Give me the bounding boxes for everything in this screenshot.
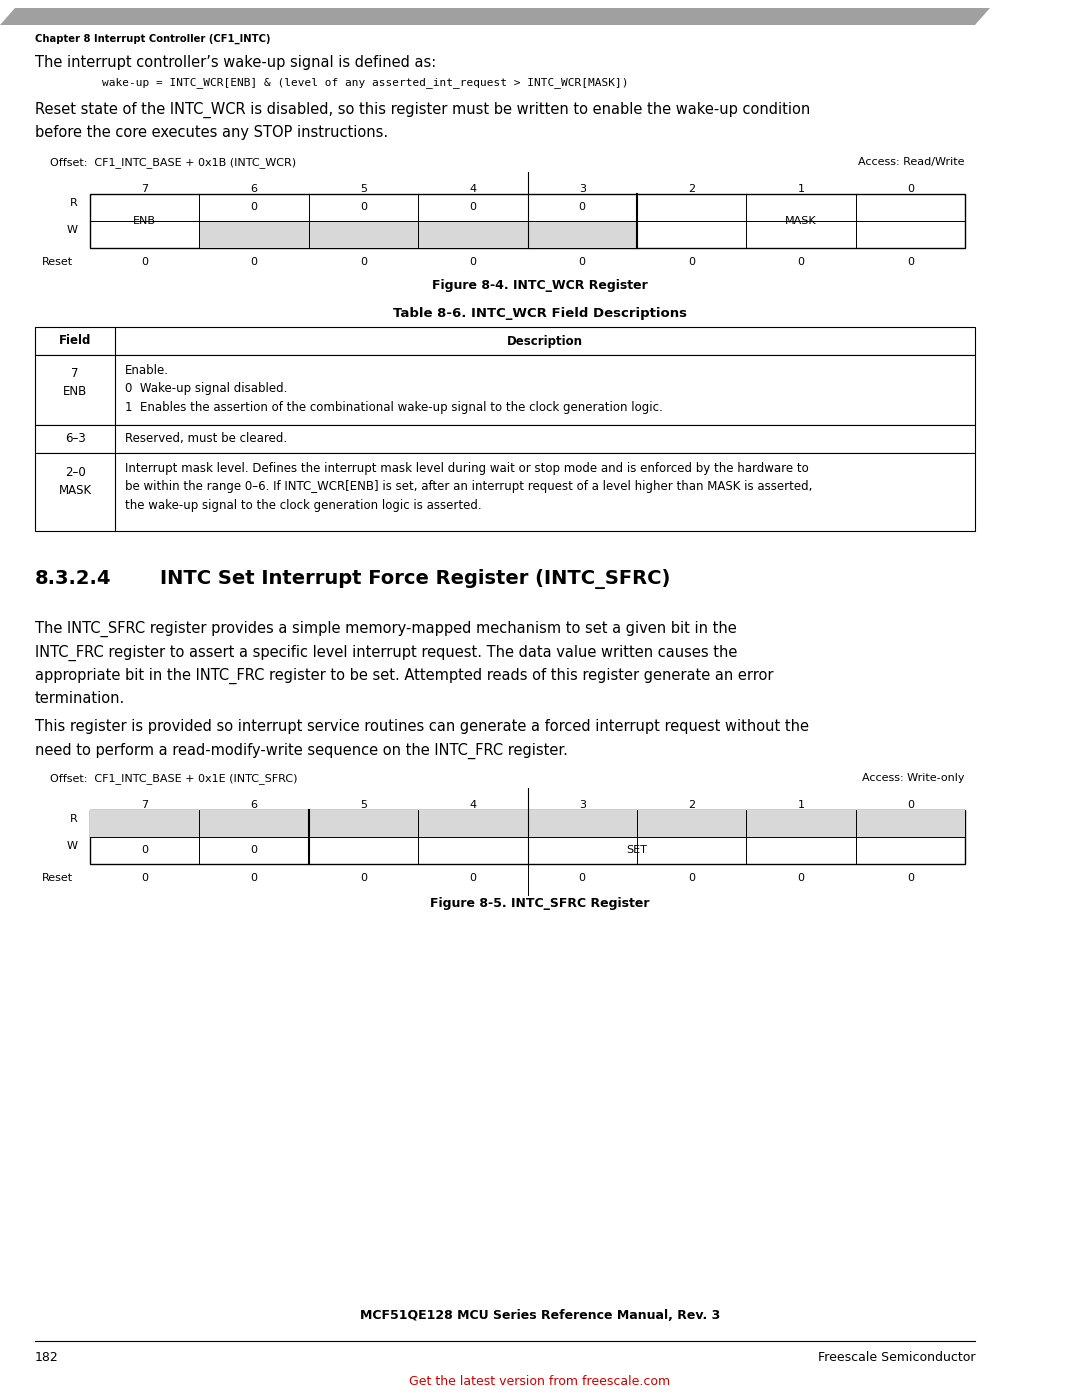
Text: 0: 0 <box>688 257 696 267</box>
Text: INTC Set Interrupt Force Register (INTC_SFRC): INTC Set Interrupt Force Register (INTC_… <box>160 569 671 590</box>
Text: termination.: termination. <box>35 692 125 707</box>
Text: 1: 1 <box>797 184 805 194</box>
Text: 0: 0 <box>579 257 585 267</box>
Text: 7: 7 <box>71 367 79 380</box>
Text: the wake-up signal to the clock generation logic is asserted.: the wake-up signal to the clock generati… <box>125 499 482 511</box>
Text: 8.3.2.4: 8.3.2.4 <box>35 569 111 588</box>
Text: 0: 0 <box>251 203 257 212</box>
Text: Offset:  CF1_INTC_BASE + 0x1B (INTC_WCR): Offset: CF1_INTC_BASE + 0x1B (INTC_WCR) <box>50 156 296 168</box>
Text: 182: 182 <box>35 1351 58 1363</box>
Text: 0: 0 <box>907 257 914 267</box>
Text: 6: 6 <box>251 184 257 194</box>
Text: Figure 8-5. INTC_SFRC Register: Figure 8-5. INTC_SFRC Register <box>430 897 650 909</box>
Text: The interrupt controller’s wake-up signal is defined as:: The interrupt controller’s wake-up signa… <box>35 54 436 70</box>
Text: wake-up = INTC_WCR[ENB] & (level of any asserted_int_request > INTC_WCR[MASK]): wake-up = INTC_WCR[ENB] & (level of any … <box>75 77 629 88</box>
Text: W: W <box>67 225 78 236</box>
Text: 3: 3 <box>579 184 585 194</box>
Text: 5: 5 <box>360 184 367 194</box>
Text: 0: 0 <box>470 257 476 267</box>
Polygon shape <box>0 8 990 25</box>
Text: MASK: MASK <box>58 483 92 497</box>
Text: Figure 8-4. INTC_WCR Register: Figure 8-4. INTC_WCR Register <box>432 279 648 292</box>
Bar <box>90 810 966 837</box>
Text: 0: 0 <box>251 873 257 883</box>
Text: 0: 0 <box>141 845 148 855</box>
Text: 1: 1 <box>797 800 805 810</box>
Text: 0: 0 <box>907 873 914 883</box>
Text: 0: 0 <box>251 845 257 855</box>
Text: 0: 0 <box>360 257 367 267</box>
Text: need to perform a read-modify-write sequence on the INTC_FRC register.: need to perform a read-modify-write sequ… <box>35 743 568 759</box>
Text: SET: SET <box>626 845 647 855</box>
Text: Reserved, must be cleared.: Reserved, must be cleared. <box>125 433 287 446</box>
Bar <box>35 355 975 425</box>
Text: 2: 2 <box>688 800 696 810</box>
Text: be within the range 0–6. If INTC_WCR[ENB] is set, after an interrupt request of : be within the range 0–6. If INTC_WCR[ENB… <box>125 481 812 493</box>
Bar <box>35 425 975 453</box>
Text: Field: Field <box>58 334 91 348</box>
Text: 0: 0 <box>360 203 367 212</box>
Text: 0: 0 <box>251 257 257 267</box>
Text: 0: 0 <box>579 203 585 212</box>
Text: 4: 4 <box>469 184 476 194</box>
Text: 0: 0 <box>797 257 805 267</box>
Text: 0: 0 <box>907 800 914 810</box>
Bar <box>35 327 975 355</box>
Text: Access: Read/Write: Access: Read/Write <box>859 156 966 168</box>
Text: The INTC_SFRC register provides a simple memory-mapped mechanism to set a given : The INTC_SFRC register provides a simple… <box>35 622 737 637</box>
Text: Offset:  CF1_INTC_BASE + 0x1E (INTC_SFRC): Offset: CF1_INTC_BASE + 0x1E (INTC_SFRC) <box>50 773 297 784</box>
Text: Chapter 8 Interrupt Controller (CF1_INTC): Chapter 8 Interrupt Controller (CF1_INTC… <box>35 34 270 45</box>
Text: 2–0: 2–0 <box>65 467 85 479</box>
Text: MCF51QE128 MCU Series Reference Manual, Rev. 3: MCF51QE128 MCU Series Reference Manual, … <box>360 1309 720 1322</box>
Bar <box>90 194 966 249</box>
Text: Freescale Semiconductor: Freescale Semiconductor <box>818 1351 975 1363</box>
Text: Access: Write-only: Access: Write-only <box>863 773 966 782</box>
Text: 0: 0 <box>141 873 148 883</box>
Text: Reset: Reset <box>42 257 73 267</box>
Text: 3: 3 <box>579 800 585 810</box>
Text: 0: 0 <box>688 873 696 883</box>
Text: W: W <box>67 841 78 851</box>
Text: Get the latest version from freescale.com: Get the latest version from freescale.co… <box>409 1375 671 1389</box>
Text: R: R <box>70 814 78 824</box>
Text: 7: 7 <box>141 184 148 194</box>
Text: 0  Wake-up signal disabled.: 0 Wake-up signal disabled. <box>125 381 287 395</box>
Text: 5: 5 <box>360 800 367 810</box>
Text: 0: 0 <box>797 873 805 883</box>
Text: Reset: Reset <box>42 873 73 883</box>
Text: 6: 6 <box>251 800 257 810</box>
Text: Interrupt mask level. Defines the interrupt mask level during wait or stop mode : Interrupt mask level. Defines the interr… <box>125 462 809 475</box>
Text: 4: 4 <box>469 800 476 810</box>
Text: Enable.: Enable. <box>125 365 168 377</box>
Text: 0: 0 <box>907 184 914 194</box>
Text: ENB: ENB <box>133 217 157 226</box>
Text: 0: 0 <box>579 873 585 883</box>
Text: Description: Description <box>507 334 583 348</box>
Text: 0: 0 <box>360 873 367 883</box>
Text: 2: 2 <box>688 184 696 194</box>
Bar <box>35 453 975 531</box>
Bar <box>200 221 637 249</box>
Text: appropriate bit in the INTC_FRC register to be set. Attempted reads of this regi: appropriate bit in the INTC_FRC register… <box>35 668 773 685</box>
Text: MASK: MASK <box>785 217 816 226</box>
Text: R: R <box>70 198 78 208</box>
Text: Reset state of the INTC_WCR is disabled, so this register must be written to ena: Reset state of the INTC_WCR is disabled,… <box>35 102 810 119</box>
Text: 6–3: 6–3 <box>65 433 85 446</box>
Text: before the core executes any STOP instructions.: before the core executes any STOP instru… <box>35 124 388 140</box>
Text: 0: 0 <box>470 873 476 883</box>
Text: 0: 0 <box>141 257 148 267</box>
Text: ENB: ENB <box>63 386 87 398</box>
Text: This register is provided so interrupt service routines can generate a forced in: This register is provided so interrupt s… <box>35 719 809 735</box>
Bar <box>90 810 966 863</box>
Text: 7: 7 <box>141 800 148 810</box>
Text: 0: 0 <box>470 203 476 212</box>
Text: INTC_FRC register to assert a specific level interrupt request. The data value w: INTC_FRC register to assert a specific l… <box>35 644 738 661</box>
Text: Table 8-6. INTC_WCR Field Descriptions: Table 8-6. INTC_WCR Field Descriptions <box>393 307 687 320</box>
Text: 1  Enables the assertion of the combinational wake-up signal to the clock genera: 1 Enables the assertion of the combinati… <box>125 401 663 414</box>
